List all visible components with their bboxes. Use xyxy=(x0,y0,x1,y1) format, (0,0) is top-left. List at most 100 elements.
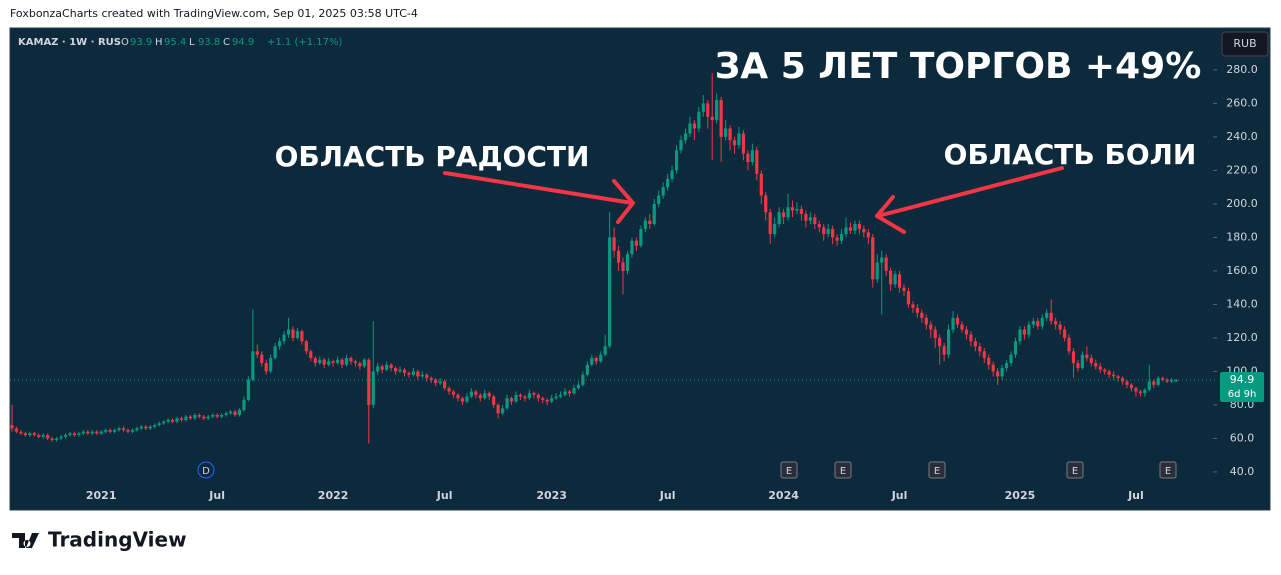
candle-body xyxy=(135,428,139,431)
earnings-marker[interactable] xyxy=(1159,461,1177,479)
candle-body xyxy=(1161,378,1165,380)
candle-body xyxy=(1125,381,1129,385)
event-label: E xyxy=(840,466,846,477)
candle-body xyxy=(28,433,32,436)
currency-box[interactable] xyxy=(1221,31,1269,57)
candle-body xyxy=(853,223,857,231)
candle-body xyxy=(501,408,505,414)
candle-body xyxy=(380,366,384,370)
x-tick-label: Jul xyxy=(208,489,225,502)
candle-body xyxy=(420,374,424,377)
candle-body xyxy=(1138,391,1142,394)
candle-body xyxy=(652,203,656,224)
candle-body xyxy=(674,150,679,171)
x-tick-label: Jul xyxy=(659,489,676,502)
candle-body xyxy=(104,430,108,432)
candle-body xyxy=(121,428,126,431)
dividend-marker[interactable] xyxy=(197,461,215,479)
candle-body xyxy=(978,346,982,352)
candle-body xyxy=(211,414,215,417)
candle-body xyxy=(496,404,500,414)
candle-body xyxy=(393,368,398,372)
earnings-marker[interactable] xyxy=(928,461,946,479)
candle-body xyxy=(1094,363,1098,367)
candle-body xyxy=(813,217,817,224)
candle-body xyxy=(1049,312,1053,322)
candle-body xyxy=(657,195,661,204)
candle-body xyxy=(804,213,808,221)
candle-body xyxy=(1076,363,1080,369)
candle-body xyxy=(732,140,737,146)
candle-body xyxy=(518,394,523,397)
candle-body xyxy=(608,237,612,347)
event-label: E xyxy=(1072,466,1078,477)
legend-key: C xyxy=(223,37,230,48)
candle-body xyxy=(509,398,514,402)
candle-body xyxy=(697,111,701,129)
y-tick-label: 160.0 xyxy=(1226,264,1258,277)
candle-body xyxy=(32,433,36,436)
candle-body xyxy=(1054,321,1058,325)
candle-body xyxy=(639,229,643,246)
candle-body xyxy=(973,341,977,347)
legend-value: 94.9 xyxy=(232,37,254,48)
candle-body xyxy=(443,381,447,389)
candle-body xyxy=(487,393,491,397)
event-label: E xyxy=(934,466,940,477)
legend-value: 95.4 xyxy=(164,37,186,48)
candle-body xyxy=(469,391,473,397)
candle-body xyxy=(929,324,933,330)
candle-body xyxy=(969,334,973,342)
candle-body xyxy=(447,388,451,392)
candle-body xyxy=(594,358,598,362)
events: D E E E E E xyxy=(197,461,1177,479)
candle-body xyxy=(10,425,14,429)
candle-body xyxy=(411,371,415,375)
candle-body xyxy=(264,363,268,372)
candle-body xyxy=(790,207,795,211)
arrow-head xyxy=(612,179,635,224)
candle-body xyxy=(237,409,242,415)
candle-body xyxy=(902,287,906,292)
x-tick-label: 2022 xyxy=(318,489,349,502)
currency[interactable]: RUB xyxy=(1233,37,1256,50)
candle-body xyxy=(567,391,572,394)
candle-body xyxy=(1147,381,1151,390)
y-tick-label: 60.0 xyxy=(1230,431,1255,444)
candle-body xyxy=(456,394,460,399)
candle-body xyxy=(81,431,85,434)
candle-body xyxy=(750,150,754,163)
candle-body xyxy=(822,227,826,235)
candle-body xyxy=(416,371,420,377)
candle-body xyxy=(728,128,732,141)
candle-body xyxy=(273,346,277,359)
earnings-marker[interactable] xyxy=(834,461,852,479)
candle-body xyxy=(153,425,157,427)
candle-body xyxy=(759,173,763,196)
candle-body xyxy=(768,212,772,235)
candle-body xyxy=(340,359,344,365)
candle-body xyxy=(933,329,937,338)
candle-body xyxy=(425,374,429,379)
candle-body xyxy=(353,361,358,364)
candle-body xyxy=(451,391,456,395)
earnings-marker[interactable] xyxy=(1066,461,1084,479)
candle-body xyxy=(59,436,63,439)
candle-body xyxy=(951,317,955,330)
candle-body xyxy=(188,416,192,419)
candle-body xyxy=(206,416,210,419)
candle-body xyxy=(313,358,317,364)
candle-body xyxy=(90,431,94,434)
candle-body xyxy=(1036,321,1040,327)
candle-body xyxy=(955,317,960,325)
candle-body xyxy=(947,329,951,355)
legend-value: 93.9 xyxy=(130,37,152,48)
candle-body xyxy=(924,317,928,325)
candle-body xyxy=(215,414,219,417)
candle-body xyxy=(621,262,625,271)
candle-body xyxy=(661,187,665,196)
candle-body xyxy=(157,423,161,426)
earnings-marker[interactable] xyxy=(780,461,798,479)
arrows xyxy=(443,166,1064,234)
candle-body xyxy=(389,364,393,369)
